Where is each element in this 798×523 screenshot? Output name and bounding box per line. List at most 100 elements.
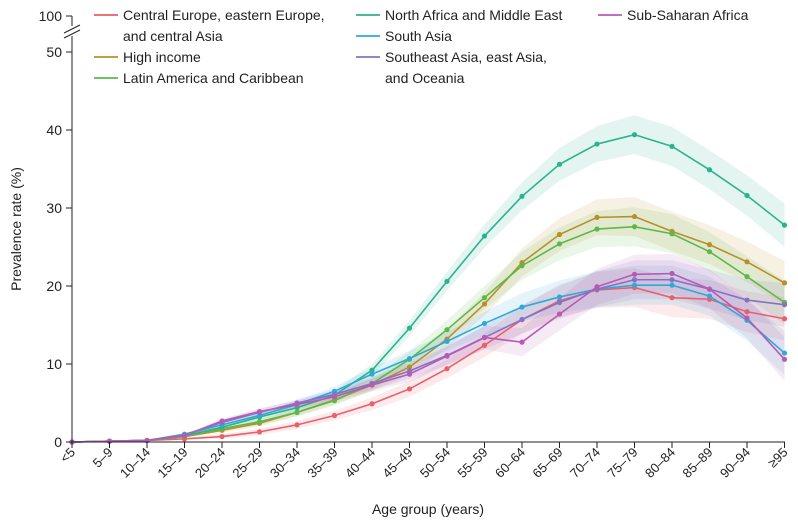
x-tick-label: 85–89 [679,445,715,481]
axes: 100 [39,8,785,443]
y-tick-label: 0 [54,434,62,450]
x-tick-label: 60–64 [492,445,528,481]
data-point [706,242,713,248]
data-point [594,284,600,290]
data-point [631,224,638,230]
data-point [256,429,263,435]
data-point [369,371,375,377]
data-point [481,334,488,341]
data-point [631,282,638,288]
legend-label-3: North Africa and Middle East [385,7,563,23]
uncertainty-band-5 [72,260,785,442]
uncertainty-band-0 [72,268,785,442]
data-point [294,409,300,415]
data-point [594,214,600,220]
series-points [69,132,788,445]
data-point [444,366,450,372]
data-point [556,294,563,300]
data-point [781,350,788,356]
data-point [744,297,750,303]
legend-label-2: Latin America and Caribbean [123,70,304,86]
data-point [781,280,788,286]
series-lines [71,133,786,443]
data-point [706,286,713,292]
data-point [594,141,600,147]
data-point [669,282,675,288]
x-tick-label: 35–39 [304,445,340,481]
x-tick-label: 40–44 [342,445,378,481]
x-tick-label: ≥95 [765,445,791,471]
data-point [481,320,488,327]
data-point [744,309,750,315]
uncertainty-band-2 [72,207,785,442]
series-line-0 [71,286,785,443]
x-axis-title: Age group (years) [372,501,484,517]
data-point [481,342,488,348]
data-point [106,438,113,444]
data-point [669,295,675,301]
data-point [744,315,750,321]
data-point [519,339,525,345]
data-point [481,295,488,301]
data-point [781,356,788,362]
y-axis-break-mark-2 [63,24,81,34]
data-point [556,299,563,305]
data-point [519,304,525,310]
y-axis-title: Prevalence rate (%) [8,167,24,291]
data-point [706,293,713,299]
data-point [556,311,563,317]
x-tick-label: 75–79 [604,445,640,481]
series-line-6 [71,272,786,443]
data-point [444,278,450,284]
data-point [706,249,713,255]
data-point [556,161,563,167]
data-point [331,412,338,419]
data-point [481,301,488,307]
data-point [781,302,788,308]
data-point [406,371,413,377]
x-tick-label: 55–59 [454,445,490,481]
series-line-3 [71,133,785,443]
x-tick-label: 30–34 [267,445,303,481]
x-tick-label: 80–84 [642,445,678,481]
data-point [331,394,338,400]
x-tick-label: 15–19 [154,445,190,481]
y-tick-label: 10 [46,356,62,372]
data-point [294,401,300,408]
data-point [744,259,750,265]
data-point [406,325,413,331]
data-point [781,222,788,228]
x-tick-label: 25–29 [229,445,265,481]
data-point [706,167,713,173]
y-axis-ticks: 0 10 20 30 40 50 [46,44,72,450]
data-point [669,277,675,283]
data-point [406,355,413,362]
data-point [406,386,413,392]
y-tick-label: 40 [46,122,62,138]
x-tick-label: 45–49 [379,445,415,481]
x-axis-ticks: <5 5–9 10–14 15–19 20–24 25–29 30–34 35–39 40–44… [57,442,791,481]
legend-label-1: High income [123,49,201,65]
data-point [781,316,788,322]
x-tick-label: 5–9 [90,445,116,471]
x-tick-label: 20–24 [192,445,228,481]
data-point [444,338,450,344]
legend-label-4: South Asia [385,28,452,44]
data-point [444,353,450,359]
data-point [556,241,563,247]
data-point [631,277,638,283]
data-point [594,226,600,232]
data-point [631,213,638,220]
data-point [219,418,225,424]
data-point [669,270,675,277]
y-tick-label: 50 [46,44,62,60]
data-point [669,231,675,237]
data-point [556,231,563,238]
legend-label-6: Sub-Saharan Africa [627,7,749,23]
data-point [256,419,263,425]
data-point [481,233,488,239]
data-point [631,132,638,138]
y-tick-label: 30 [46,200,62,216]
data-point [669,143,675,149]
uncertainty-band-6 [72,254,785,442]
